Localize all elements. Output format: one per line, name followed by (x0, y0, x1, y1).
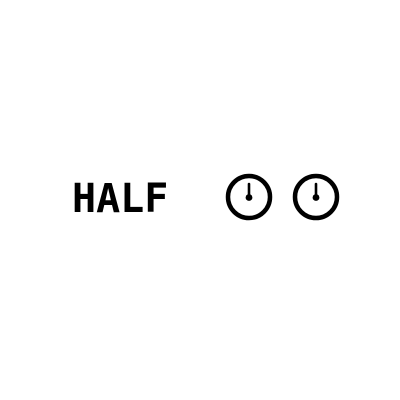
half-label: HALF (72, 176, 169, 222)
dial-gauge-icon (225, 173, 273, 221)
dial-gauge-icon (292, 173, 340, 221)
